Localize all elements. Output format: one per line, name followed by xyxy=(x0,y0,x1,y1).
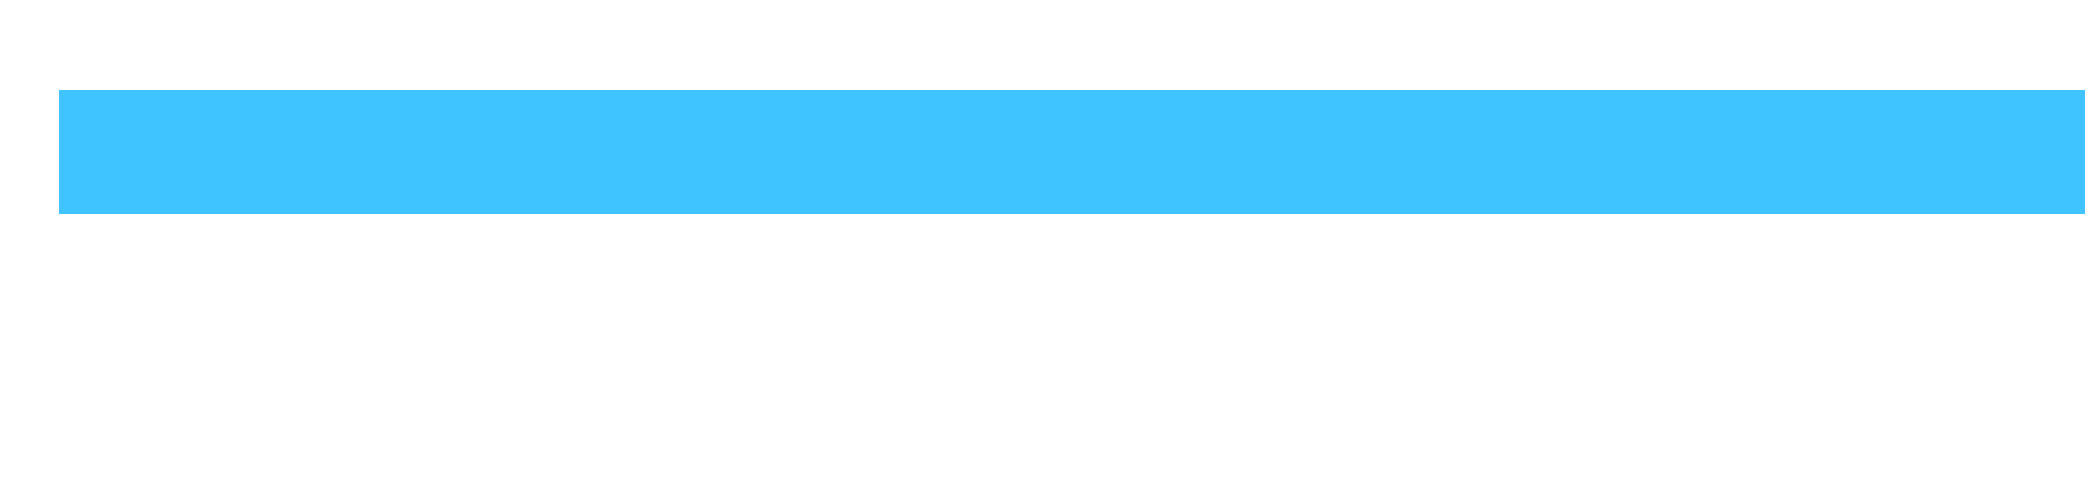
blue-highlight-bar xyxy=(59,90,2085,214)
